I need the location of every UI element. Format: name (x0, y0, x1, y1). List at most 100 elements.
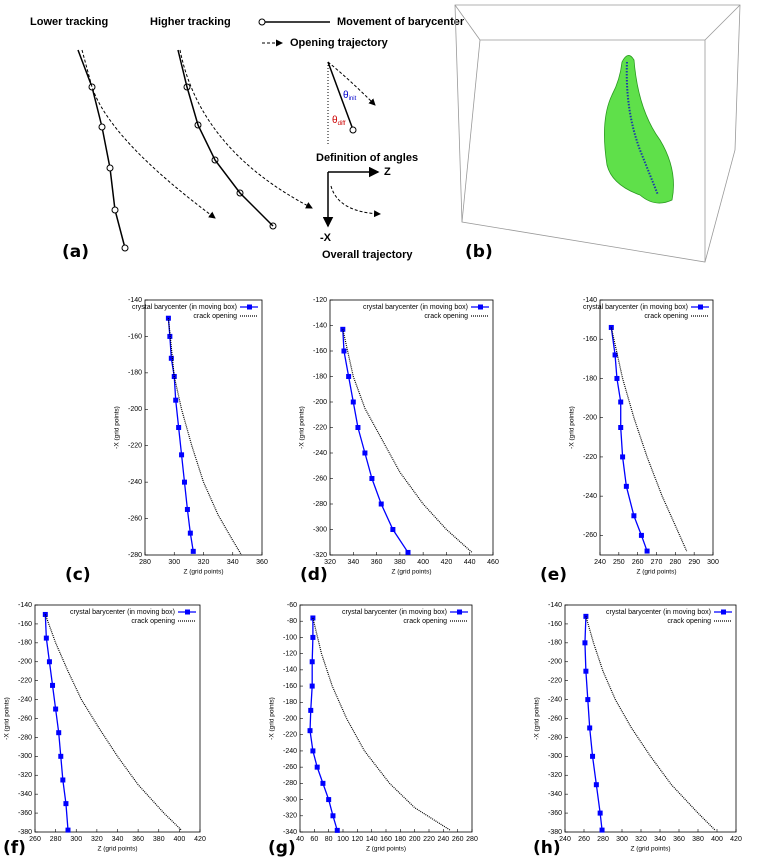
x-tick-label: 420 (730, 836, 742, 843)
legend-text: crack opening (193, 313, 237, 320)
x-tick-label: 320 (198, 559, 210, 566)
marker (612, 352, 618, 358)
x-tick-label: 260 (578, 836, 590, 843)
x-tick-label: 340 (227, 559, 239, 566)
y-tick-label: -260 (18, 715, 32, 722)
series-line (610, 327, 688, 552)
marker (638, 532, 644, 538)
y-tick-label: -340 (18, 791, 32, 798)
y-tick-label: -180 (583, 375, 597, 382)
y-tick-label: -280 (18, 734, 32, 741)
y-tick-label: -160 (18, 621, 32, 628)
y-tick-label: -160 (548, 621, 562, 628)
y-tick-label: -140 (313, 322, 327, 329)
legend-marker (247, 304, 252, 310)
marker (43, 635, 49, 641)
x-tick-label: 80 (325, 836, 333, 843)
theta: θdiff (332, 115, 346, 127)
y-axis-label: -X (grid points) (269, 697, 276, 740)
x-tick-label: 400 (174, 836, 186, 843)
marker (50, 682, 56, 688)
y-tick-label: -160 (283, 683, 297, 690)
x-tick-label: 250 (613, 559, 625, 566)
x-tick-label: 360 (371, 559, 383, 566)
marker (334, 827, 340, 833)
x-axis-label: Z (grid points) (630, 846, 670, 853)
y-tick-label: -380 (548, 829, 562, 836)
y-tick-label: -220 (583, 454, 597, 461)
y-tick-label: -260 (548, 715, 562, 722)
marker (176, 425, 182, 430)
x-tick-label: 290 (688, 559, 700, 566)
y-tick-label: -280 (548, 734, 562, 741)
series-line (44, 614, 69, 831)
chart: 240 250 260 270 280 290 300 -260 -240 -220 -200 -18… (540, 297, 719, 585)
label: Z (384, 166, 391, 178)
series-line (585, 616, 716, 831)
legend-marker (185, 609, 190, 615)
marker (181, 479, 187, 485)
legend-text: crystal barycenter (in moving box) (606, 609, 711, 616)
marker (405, 549, 411, 555)
x-tick-label: 360 (256, 559, 268, 566)
y-tick-label: -200 (313, 399, 327, 406)
plot-frame (564, 604, 737, 833)
x-tick-label: 360 (673, 836, 685, 843)
y-tick-label: -320 (283, 813, 297, 820)
marker (168, 355, 174, 361)
y-axis-label: -X (grid points) (569, 406, 576, 449)
series-line (312, 617, 451, 831)
y-axis-label: -X (grid points) (534, 697, 541, 740)
marker (582, 640, 588, 646)
marker (350, 399, 356, 405)
legend-marker (721, 609, 726, 615)
legend-marker (258, 18, 266, 26)
trajectory (77, 49, 126, 249)
y-tick-label: -240 (128, 479, 142, 486)
trajectory (177, 49, 274, 227)
marker (369, 476, 375, 481)
y-tick-label: -320 (548, 772, 562, 779)
marker (46, 659, 52, 665)
legend-text: crystal barycenter (in moving box) (132, 304, 237, 311)
plot-frame (329, 299, 494, 556)
y-tick-label: -260 (283, 764, 297, 771)
legend-text: crystal barycenter (in moving box) (342, 609, 447, 616)
y-tick-label: -220 (548, 678, 562, 685)
marker (362, 450, 368, 456)
marker (623, 483, 629, 489)
x-tick-label: 180 (394, 836, 406, 843)
y-tick-label: -340 (548, 791, 562, 798)
legend-text: crack opening (131, 618, 175, 625)
x-tick-label: 240 (594, 559, 606, 566)
marker (597, 810, 603, 816)
marker (341, 348, 347, 354)
y-tick-label: -60 (287, 602, 297, 609)
panel-label: (f) (3, 838, 26, 858)
y-tick-label: -140 (548, 602, 562, 609)
legend-text: crack opening (424, 313, 468, 320)
marker (614, 375, 620, 381)
x-tick-label: 260 (632, 559, 644, 566)
y-tick-label: -220 (128, 443, 142, 450)
y-tick-label: -240 (18, 696, 32, 703)
y-tick-label: -160 (583, 336, 597, 343)
series-line (342, 329, 473, 553)
label: Overall trajectory (322, 249, 413, 261)
panel-label: (a) (62, 242, 89, 262)
x-tick-label: 300 (70, 836, 82, 843)
marker (309, 683, 315, 689)
label: Lower tracking (30, 16, 108, 28)
y-tick-label: -180 (128, 370, 142, 377)
y-tick-label: -180 (548, 640, 562, 647)
marker (184, 506, 190, 512)
y-tick-label: -340 (283, 829, 297, 836)
y-tick-label: -240 (548, 696, 562, 703)
x-tick-label: 320 (91, 836, 103, 843)
x-tick-label: 420 (441, 559, 453, 566)
x-axis-label: Z (grid points) (636, 569, 676, 576)
x-tick-label: 380 (394, 559, 406, 566)
marker (599, 827, 605, 833)
panel-label: (b) (465, 242, 493, 262)
